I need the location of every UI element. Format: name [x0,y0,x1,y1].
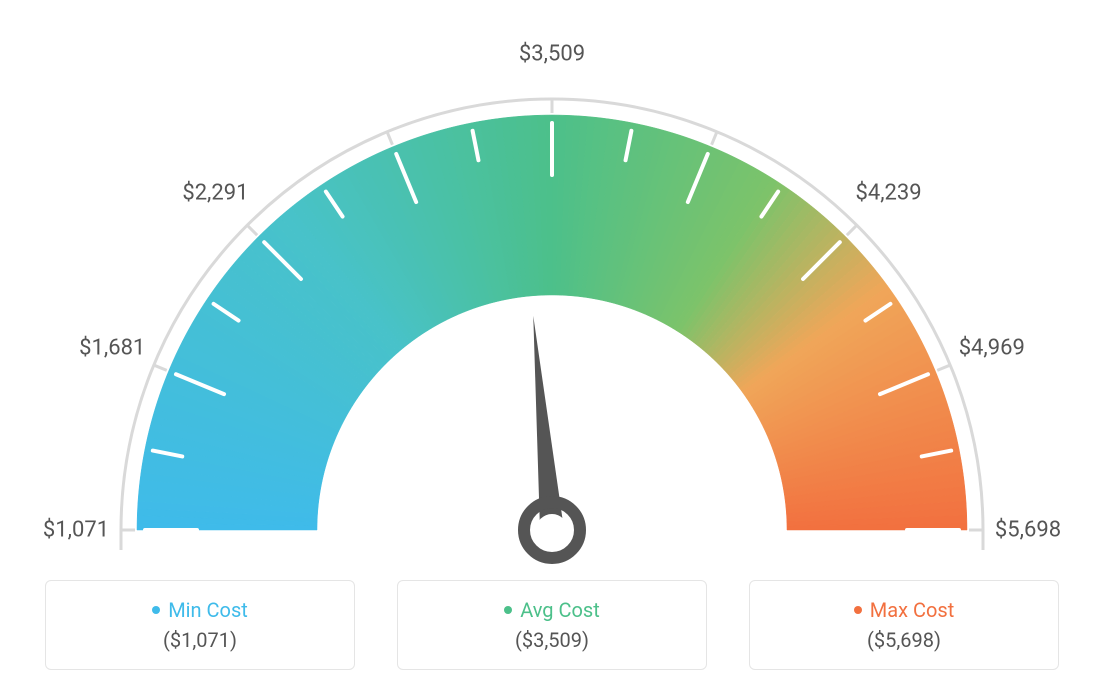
gauge-svg [0,40,1104,600]
legend-value-max: ($5,698) [867,628,941,652]
legend-title-min: Min Cost [152,598,248,622]
gauge-tick-label: $2,291 [182,181,248,206]
legend-card-avg: Avg Cost ($3,509) [397,580,707,670]
gauge-chart: $1,071 $1,681 $2,291 $3,509 $4,239 $4,969 $5,6… [0,0,1104,560]
gauge-tick-label: $1,681 [79,335,145,360]
legend-label-min: Min Cost [168,598,248,622]
legend-card-min: Min Cost ($1,071) [45,580,355,670]
legend-title-avg: Avg Cost [504,598,600,622]
legend-value-avg: ($3,509) [515,628,589,652]
gauge-tick-label: $4,969 [959,335,1025,360]
legend-label-avg: Avg Cost [520,598,600,622]
legend-title-max: Max Cost [854,598,955,622]
legend-value-min: ($1,071) [163,628,237,652]
legend-label-max: Max Cost [870,598,955,622]
legend-row: Min Cost ($1,071) Avg Cost ($3,509) Max … [0,580,1104,670]
gauge-tick-label: $5,698 [995,518,1061,543]
gauge-tick-label: $4,239 [856,181,922,206]
legend-card-max: Max Cost ($5,698) [749,580,1059,670]
legend-dot-avg [504,606,512,614]
gauge-tick-label: $3,509 [519,42,585,67]
gauge-tick-label: $1,071 [43,518,109,543]
legend-dot-max [854,606,862,614]
legend-dot-min [152,606,160,614]
